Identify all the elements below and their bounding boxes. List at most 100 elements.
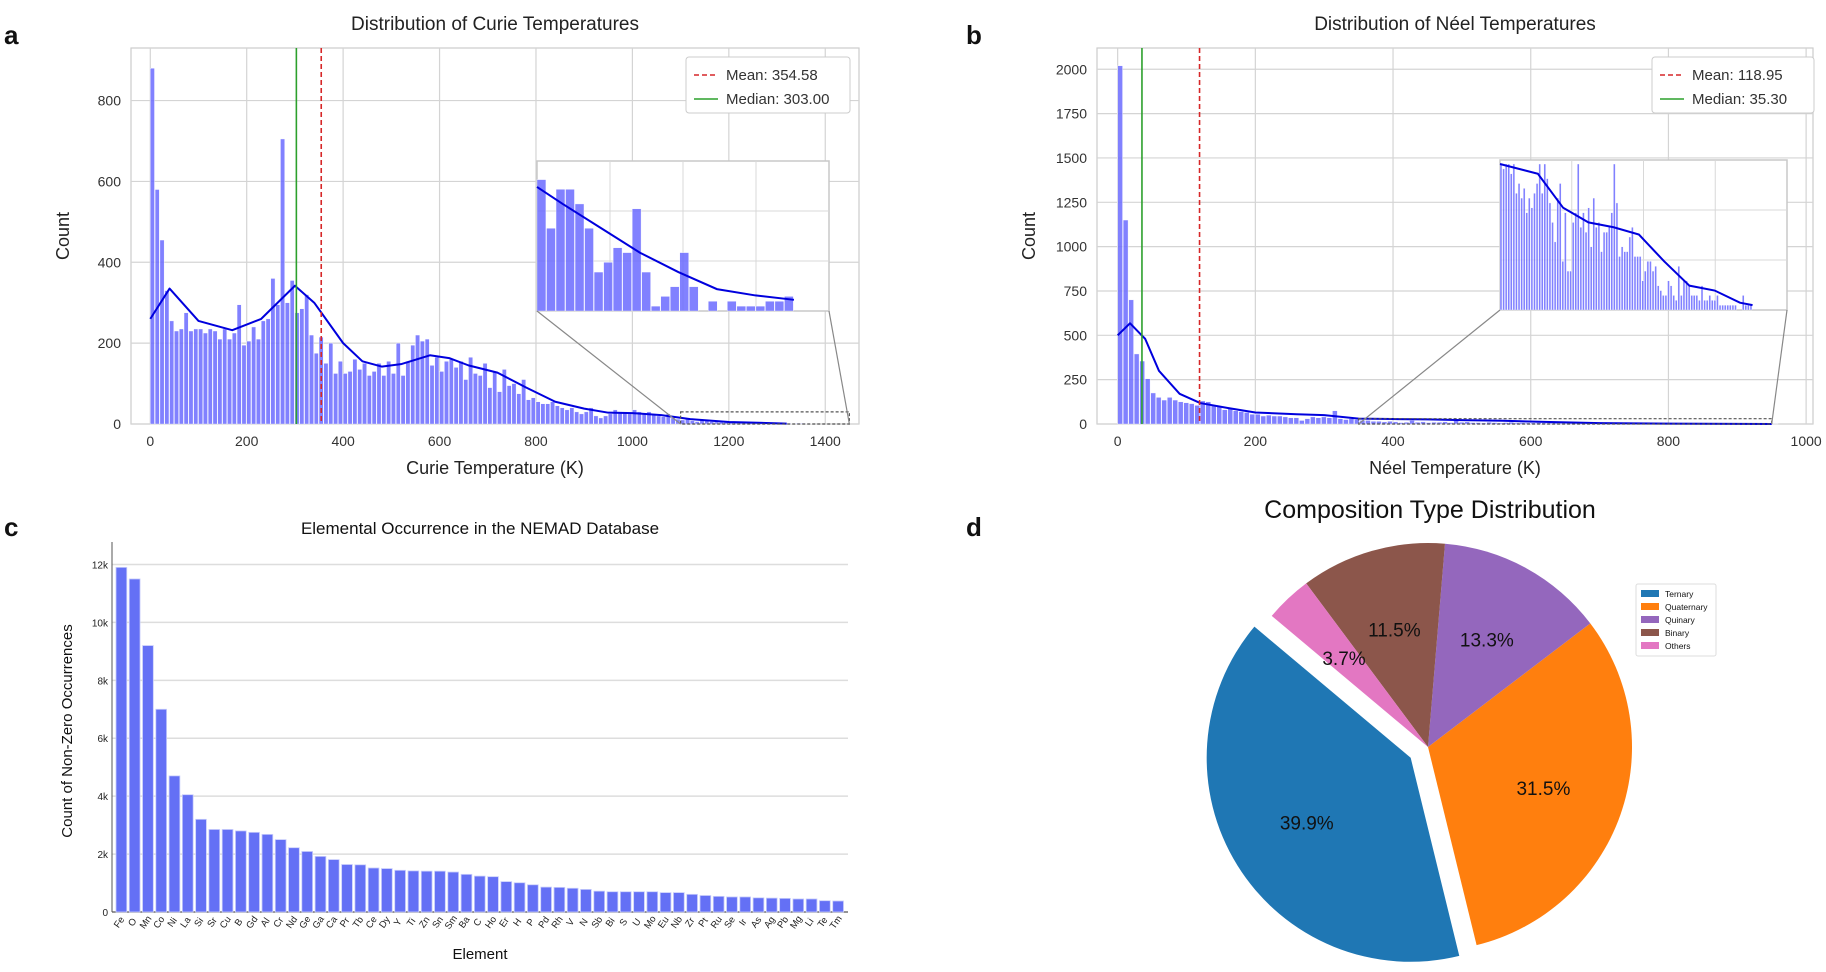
neel-histogram-bar xyxy=(1122,219,1129,425)
curie-inset-bar xyxy=(755,305,766,312)
curie-histogram-bar xyxy=(342,373,348,425)
elements-xtick-label: B xyxy=(233,917,246,929)
elements-xtick-label: Ni xyxy=(166,916,180,930)
curie-histogram-bar xyxy=(304,294,309,425)
elements-bar xyxy=(288,847,300,913)
elements-bar xyxy=(699,895,712,913)
neel-inset-bar xyxy=(1718,304,1722,311)
curie-histogram-bar xyxy=(429,365,435,425)
curie-histogram-bar xyxy=(371,371,377,425)
curie-histogram-bar xyxy=(540,403,546,425)
curie-xtick-label: 800 xyxy=(524,433,548,449)
neel-histogram: 0 250 500 750 1000 1250 1500 1750 2000 0 200 400 600… xyxy=(1019,14,1822,478)
elements-bar xyxy=(274,839,287,913)
curie-ytick-label: 800 xyxy=(98,93,122,109)
curie-histogram-bar xyxy=(203,332,208,425)
curie-inset-bar xyxy=(574,203,585,312)
curie-histogram-bar xyxy=(521,379,526,425)
neel-inset-bar xyxy=(1602,231,1606,311)
curie-inset-kde xyxy=(536,186,795,301)
curie-histogram-bar xyxy=(593,415,599,425)
neel-histogram-bar xyxy=(1326,417,1333,425)
neel-inset-bar xyxy=(1633,256,1637,311)
neel-histogram-bar xyxy=(1172,399,1178,425)
curie-histogram-bar xyxy=(646,411,652,425)
neel-histogram-bar xyxy=(1310,416,1316,425)
elements-xtick-label: S xyxy=(618,917,631,929)
neel-histogram-bar xyxy=(1304,418,1311,425)
pie-value-label: 3.7% xyxy=(1322,649,1365,670)
neel-inset-bar xyxy=(1744,304,1748,311)
neel-inset-bar xyxy=(1595,227,1598,311)
neel-inset-bar xyxy=(1731,304,1735,311)
neel-histogram-bar xyxy=(1205,401,1211,425)
curie-histogram-bar xyxy=(169,320,174,425)
curie-histogram-bar xyxy=(280,138,285,425)
curie-histogram-bar xyxy=(656,415,661,425)
elements-xtick-label: Ti xyxy=(405,916,418,929)
neel-inset-bar xyxy=(1636,256,1639,311)
neel-inset-bar xyxy=(1620,246,1624,311)
curie-histogram-bar xyxy=(415,334,420,425)
elements-xtick-label: Dy xyxy=(377,914,393,930)
curie-histogram-bar xyxy=(612,409,618,425)
curie-histogram-bar xyxy=(323,363,329,425)
elements-bar xyxy=(394,869,406,913)
elements-xtick-label: Ir xyxy=(737,917,749,928)
curie-histogram-bar xyxy=(179,328,184,425)
curie-legend: Mean: 354.58 Median: 303.00 xyxy=(685,56,851,114)
elements-chart-title: Elemental Occurrence in the NEMAD Databa… xyxy=(301,519,659,538)
neel-inset-bar xyxy=(1507,163,1510,311)
elements-bar xyxy=(381,868,393,913)
neel-inset-bar xyxy=(1626,251,1629,311)
curie-histogram-bar xyxy=(212,330,218,425)
curie-histogram-bar xyxy=(395,342,401,425)
neel-inset-bar xyxy=(1685,280,1688,311)
curie-histogram-bar xyxy=(265,318,271,425)
curie-histogram-bar xyxy=(256,338,261,425)
curie-inset-bar xyxy=(736,305,746,312)
curie-histogram-bar xyxy=(506,385,512,425)
curie-inset-bar xyxy=(727,301,737,312)
neel-inset-bar xyxy=(1695,295,1699,311)
curie-histogram-bar xyxy=(347,371,353,425)
curie-histogram-bar xyxy=(391,373,396,425)
pie-value-label: 31.5% xyxy=(1516,779,1570,800)
neel-kde-curve xyxy=(1116,322,1772,425)
neel-histogram-bar xyxy=(1409,420,1415,425)
curie-histogram-bar xyxy=(232,332,237,425)
elements-bar xyxy=(513,882,526,913)
elements-xtick-label: Fe xyxy=(112,915,127,930)
neel-histogram-bar xyxy=(1238,411,1244,425)
elements-xtick-label: Si xyxy=(192,916,206,929)
legend-swatch-others xyxy=(1641,642,1659,649)
neel-histogram-bar xyxy=(1128,299,1134,425)
curie-xtick-label: 400 xyxy=(331,433,355,449)
elements-bar xyxy=(580,889,592,913)
neel-inset-bar xyxy=(1700,285,1704,311)
curie-histogram-bar xyxy=(164,290,170,425)
elements-xtick-label: Sn xyxy=(430,915,446,931)
elements-bar xyxy=(752,897,765,913)
curie-ytick-label: 600 xyxy=(98,173,122,189)
neel-inset-bar xyxy=(1546,178,1549,311)
neel-chart-title: Distribution of Néel Temperatures xyxy=(1314,14,1596,35)
curie-inset-bar xyxy=(651,305,661,312)
neel-x-axis-label: Néel Temperature (K) xyxy=(1369,458,1541,478)
neel-inset-bar xyxy=(1654,266,1657,311)
neel-inset-bar xyxy=(1687,285,1691,311)
curie-histogram-bar xyxy=(482,363,488,425)
curie-histogram-bar xyxy=(381,375,387,425)
curie-histogram-bar xyxy=(579,413,584,425)
neel-histogram-bar xyxy=(1189,403,1195,425)
pie-value-label: 11.5% xyxy=(1368,620,1421,641)
curie-histogram-bar xyxy=(555,405,560,425)
curie-inset-bar xyxy=(660,296,670,312)
neel-histogram-bar xyxy=(1315,417,1322,425)
neel-inset-bar xyxy=(1553,241,1557,311)
elements-ytick-label: 2k xyxy=(97,850,109,861)
curie-histogram-bar xyxy=(333,373,338,425)
elements-xtick-label: Al xyxy=(259,916,273,929)
curie-xtick-label: 1200 xyxy=(713,433,744,449)
elements-xtick-label: Te xyxy=(816,915,831,930)
